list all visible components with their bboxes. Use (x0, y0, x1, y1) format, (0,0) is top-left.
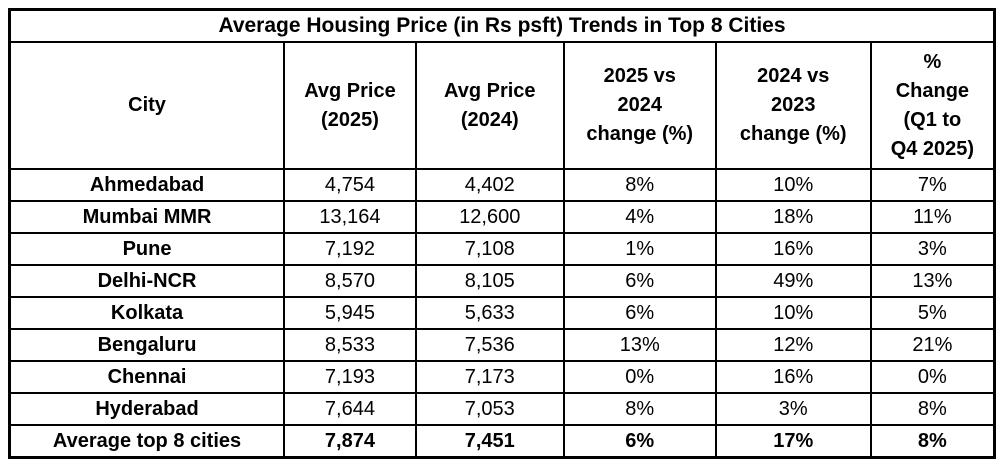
city-cell: Chennai (8, 360, 286, 394)
avg-price-2025-cell: 7,644 (283, 392, 417, 426)
pct-change-q1-q4-cell: 13% (869, 264, 996, 298)
pct-change-q1-q4-cell: 21% (869, 328, 996, 362)
city-cell: Average top 8 cities (8, 424, 286, 459)
avg-price-2024-cell: 7,451 (414, 424, 565, 459)
avg-price-2025-cell: 8,570 (283, 264, 417, 298)
change-2024-2023-cell: 12% (714, 328, 872, 362)
table-row-ahmedabad: Ahmedabad 4,754 4,402 8% 10% 7% (8, 168, 996, 202)
avg-price-2025-cell: 7,193 (283, 360, 417, 394)
change-2025-2024-cell: 6% (562, 296, 717, 330)
avg-price-2024-cell: 7,536 (414, 328, 565, 362)
avg-price-2025-cell: 13,164 (283, 200, 417, 234)
avg-price-2024-cell: 5,633 (414, 296, 565, 330)
pct-change-q1-q4-cell: 8% (869, 424, 996, 459)
table-row-pune: Pune 7,192 7,108 1% 16% 3% (8, 232, 996, 266)
change-2025-2024-cell: 0% (562, 360, 717, 394)
change-2024-2023-cell: 49% (714, 264, 872, 298)
city-cell: Kolkata (8, 296, 286, 330)
change-2024-2023-cell: 16% (714, 360, 872, 394)
city-cell: Delhi-NCR (8, 264, 286, 298)
avg-price-2025-cell: 8,533 (283, 328, 417, 362)
housing-price-table: Average Housing Price (in Rs psft) Trend… (8, 8, 996, 459)
column-header-2024-vs-2023-change: 2024 vs 2023 change (%) (714, 41, 872, 170)
avg-price-2025-cell: 7,874 (283, 424, 417, 459)
pct-change-q1-q4-cell: 5% (869, 296, 996, 330)
title-row: Average Housing Price (in Rs psft) Trend… (8, 8, 996, 43)
avg-price-2024-cell: 8,105 (414, 264, 565, 298)
city-cell: Mumbai MMR (8, 200, 286, 234)
change-2024-2023-cell: 10% (714, 168, 872, 202)
avg-price-2024-cell: 4,402 (414, 168, 565, 202)
city-cell: Pune (8, 232, 286, 266)
column-header-pct-change-q1-q4-2025: % Change (Q1 to Q4 2025) (869, 41, 996, 170)
change-2025-2024-cell: 8% (562, 168, 717, 202)
city-cell: Bengaluru (8, 328, 286, 362)
change-2024-2023-cell: 17% (714, 424, 872, 459)
table-row-delhi-ncr: Delhi-NCR 8,570 8,105 6% 49% 13% (8, 264, 996, 298)
column-header-avg-price-2024: Avg Price (2024) (414, 41, 565, 170)
column-header-avg-price-2025: Avg Price (2025) (283, 41, 417, 170)
column-header-2025-vs-2024-change: 2025 vs 2024 change (%) (562, 41, 717, 170)
table-row-mumbai-mmr: Mumbai MMR 13,164 12,600 4% 18% 11% (8, 200, 996, 234)
pct-change-q1-q4-cell: 3% (869, 232, 996, 266)
change-2025-2024-cell: 13% (562, 328, 717, 362)
table-row-kolkata: Kolkata 5,945 5,633 6% 10% 5% (8, 296, 996, 330)
avg-price-2024-cell: 12,600 (414, 200, 565, 234)
table-row-hyderabad: Hyderabad 7,644 7,053 8% 3% 8% (8, 392, 996, 426)
avg-price-2025-cell: 4,754 (283, 168, 417, 202)
pct-change-q1-q4-cell: 11% (869, 200, 996, 234)
table-title: Average Housing Price (in Rs psft) Trend… (8, 8, 996, 43)
avg-price-2025-cell: 7,192 (283, 232, 417, 266)
change-2024-2023-cell: 10% (714, 296, 872, 330)
change-2024-2023-cell: 16% (714, 232, 872, 266)
change-2025-2024-cell: 4% (562, 200, 717, 234)
table-row-bengaluru: Bengaluru 8,533 7,536 13% 12% 21% (8, 328, 996, 362)
change-2025-2024-cell: 6% (562, 264, 717, 298)
change-2025-2024-cell: 1% (562, 232, 717, 266)
header-row: City Avg Price (2025) Avg Price (2024) 2… (8, 41, 996, 170)
change-2024-2023-cell: 3% (714, 392, 872, 426)
change-2024-2023-cell: 18% (714, 200, 872, 234)
change-2025-2024-cell: 8% (562, 392, 717, 426)
pct-change-q1-q4-cell: 0% (869, 360, 996, 394)
change-2025-2024-cell: 6% (562, 424, 717, 459)
avg-price-2025-cell: 5,945 (283, 296, 417, 330)
table-row-chennai: Chennai 7,193 7,173 0% 16% 0% (8, 360, 996, 394)
avg-price-2024-cell: 7,108 (414, 232, 565, 266)
city-cell: Ahmedabad (8, 168, 286, 202)
pct-change-q1-q4-cell: 7% (869, 168, 996, 202)
avg-price-2024-cell: 7,053 (414, 392, 565, 426)
pct-change-q1-q4-cell: 8% (869, 392, 996, 426)
avg-price-2024-cell: 7,173 (414, 360, 565, 394)
table-row-average-top-8-cities: Average top 8 cities 7,874 7,451 6% 17% … (8, 424, 996, 459)
column-header-city: City (8, 41, 286, 170)
city-cell: Hyderabad (8, 392, 286, 426)
